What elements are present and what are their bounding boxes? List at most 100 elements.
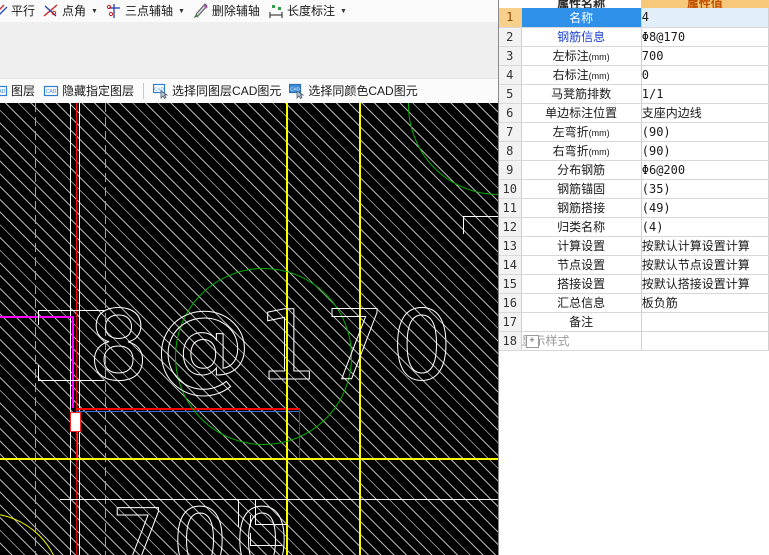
slab-outline-1[interactable] (38, 310, 104, 311)
rebar-circle-1[interactable] (175, 268, 352, 445)
selection-line-blue-vertical[interactable] (77, 411, 78, 461)
selected-rebar-vertical[interactable] (76, 103, 77, 311)
toolbar-button-three-point-aux-axis[interactable]: 三点辅轴 ▼ (102, 1, 189, 21)
property-grid-row[interactable]: 14 节点设置 按默认节点设置计算 (499, 255, 769, 275)
row-number-cell[interactable]: 12 (499, 217, 522, 237)
property-grid-row[interactable]: 17 备注 (499, 312, 769, 332)
property-grid-row[interactable]: 8 右弯折(mm) (90) (499, 141, 769, 161)
property-value-cell[interactable]: 按默认搭接设置计算 (641, 274, 769, 294)
row-number-cell[interactable]: 6 (499, 103, 522, 123)
property-value-cell[interactable]: 700 (641, 46, 769, 66)
property-value-cell[interactable]: Φ6@200 (641, 160, 769, 180)
property-name-cell[interactable]: 归类名称 (521, 217, 642, 237)
rebar-drag-handle[interactable] (70, 412, 81, 432)
property-name-cell[interactable]: 名称 (521, 8, 642, 28)
slab-outline-11[interactable] (250, 545, 282, 546)
magenta-rebar-vertical[interactable] (72, 316, 74, 408)
property-name-cell[interactable]: 备注 (521, 312, 642, 332)
row-number-cell[interactable]: 7 (499, 122, 522, 142)
cad-drawing-canvas[interactable]: 8@170 700 (0, 103, 498, 555)
row-number-cell[interactable]: 14 (499, 255, 522, 275)
property-grid-row[interactable]: 18 + 显示样式 (499, 331, 769, 351)
aux-axis-vertical-2[interactable] (105, 103, 106, 555)
property-name-cell[interactable]: 钢筋信息 (521, 27, 642, 47)
toolbar-button-delete-aux-axis[interactable]: 删除辅轴 (189, 1, 264, 21)
chevron-down-icon[interactable]: ▼ (339, 7, 347, 15)
slab-outline-12[interactable] (463, 216, 498, 217)
property-name-cell[interactable]: 右弯折(mm) (521, 141, 642, 161)
property-grid-row[interactable]: 9 分布钢筋 Φ6@200 (499, 160, 769, 180)
property-name-cell[interactable]: 左弯折(mm) (521, 122, 642, 142)
property-value-cell[interactable]: (90) (641, 141, 769, 161)
row-number-cell[interactable]: 17 (499, 312, 522, 332)
slab-outline-5[interactable] (60, 499, 498, 500)
row-number-cell[interactable]: 1 (499, 8, 522, 28)
row-number-cell[interactable]: 8 (499, 141, 522, 161)
property-grid-row[interactable]: 7 左弯折(mm) (90) (499, 122, 769, 142)
row-number-cell[interactable]: 11 (499, 198, 522, 218)
row-number-cell[interactable]: 2 (499, 27, 522, 47)
property-name-cell[interactable]: 汇总信息 (521, 293, 642, 313)
slab-outline-6[interactable] (238, 499, 239, 527)
property-value-cell[interactable] (641, 331, 769, 351)
row-number-cell[interactable]: 4 (499, 65, 522, 85)
property-value-cell[interactable]: 1/1 (641, 84, 769, 104)
property-name-cell[interactable]: 计算设置 (521, 236, 642, 256)
property-name-cell[interactable]: 分布钢筋 (521, 160, 642, 180)
toolbar-button-cad-select-same-color[interactable]: CAD 选择同颜色CAD图元 (285, 81, 421, 101)
property-grid-row[interactable]: 13 计算设置 按默认计算设置计算 (499, 236, 769, 256)
header-property-value[interactable]: 属性值 (641, 0, 769, 8)
row-number-cell[interactable]: 18 (499, 331, 522, 351)
slab-outline-13[interactable] (463, 216, 464, 234)
slab-outline-3[interactable] (38, 380, 104, 381)
property-name-cell[interactable]: 钢筋搭接 (521, 198, 642, 218)
property-name-cell[interactable]: 节点设置 (521, 255, 642, 275)
property-value-cell[interactable]: 按默认计算设置计算 (641, 236, 769, 256)
property-value-cell[interactable]: (90) (641, 122, 769, 142)
slab-outline-8[interactable] (255, 524, 287, 525)
row-number-cell[interactable]: 3 (499, 46, 522, 66)
chevron-down-icon[interactable]: ▼ (177, 7, 185, 15)
property-value-cell[interactable]: 支座内边线 (641, 103, 769, 123)
aux-axis-vertical-1[interactable] (35, 103, 36, 555)
property-grid-row[interactable]: 12 归类名称 (4) (499, 217, 769, 237)
row-number-cell[interactable]: 16 (499, 293, 522, 313)
property-name-cell[interactable]: + 显示样式 (521, 331, 642, 351)
property-grid-row[interactable]: 1 名称 4 (499, 8, 769, 28)
property-value-cell[interactable]: 0 (641, 65, 769, 85)
expand-plus-icon[interactable]: + (525, 334, 539, 348)
property-name-cell[interactable]: 右标注(mm) (521, 65, 642, 85)
selection-line-red[interactable] (76, 408, 300, 410)
slab-outline-7[interactable] (255, 499, 256, 525)
property-name-cell[interactable]: 单边标注位置 (521, 103, 642, 123)
property-value-cell[interactable] (641, 312, 769, 332)
property-value-cell[interactable]: (35) (641, 179, 769, 199)
row-number-cell[interactable]: 10 (499, 179, 522, 199)
slab-outline-9[interactable] (250, 515, 251, 527)
property-name-cell[interactable]: 左标注(mm) (521, 46, 642, 66)
slab-outline-4[interactable] (38, 365, 39, 381)
property-name-cell[interactable]: 马凳筋排数 (521, 84, 642, 104)
property-grid-row[interactable]: 11 钢筋搭接 (49) (499, 198, 769, 218)
row-number-cell[interactable]: 9 (499, 160, 522, 180)
property-grid-row[interactable]: 16 汇总信息 板负筋 (499, 293, 769, 313)
row-number-cell[interactable]: 5 (499, 84, 522, 104)
toolbar-button-parallel-axis[interactable]: 平行 (0, 1, 39, 21)
property-name-cell[interactable]: 钢筋锚固 (521, 179, 642, 199)
selected-rebar-vertical-lower[interactable] (76, 311, 77, 555)
toolbar-button-point-angle-axis[interactable]: 点角 ▼ (39, 1, 102, 21)
property-value-cell[interactable]: 板负筋 (641, 293, 769, 313)
grid-axis-horizontal-1[interactable] (0, 458, 498, 460)
property-value-cell[interactable]: Φ8@170 (641, 27, 769, 47)
property-grid-row[interactable]: 10 钢筋锚固 (35) (499, 179, 769, 199)
property-value-cell[interactable]: (4) (641, 217, 769, 237)
property-value-cell[interactable]: 4 (641, 8, 769, 28)
property-value-cell[interactable]: (49) (641, 198, 769, 218)
property-grid-row[interactable]: 4 右标注(mm) 0 (499, 65, 769, 85)
property-grid-row[interactable]: 3 左标注(mm) 700 (499, 46, 769, 66)
toolbar-button-cad-select-same-layer[interactable]: CAD 选择同图层CAD图元 (149, 81, 285, 101)
magenta-rebar-horizontal[interactable] (0, 316, 73, 318)
property-grid-row[interactable]: 15 搭接设置 按默认搭接设置计算 (499, 274, 769, 294)
slab-outline-10[interactable] (250, 533, 251, 545)
slab-outline-2[interactable] (38, 310, 39, 325)
